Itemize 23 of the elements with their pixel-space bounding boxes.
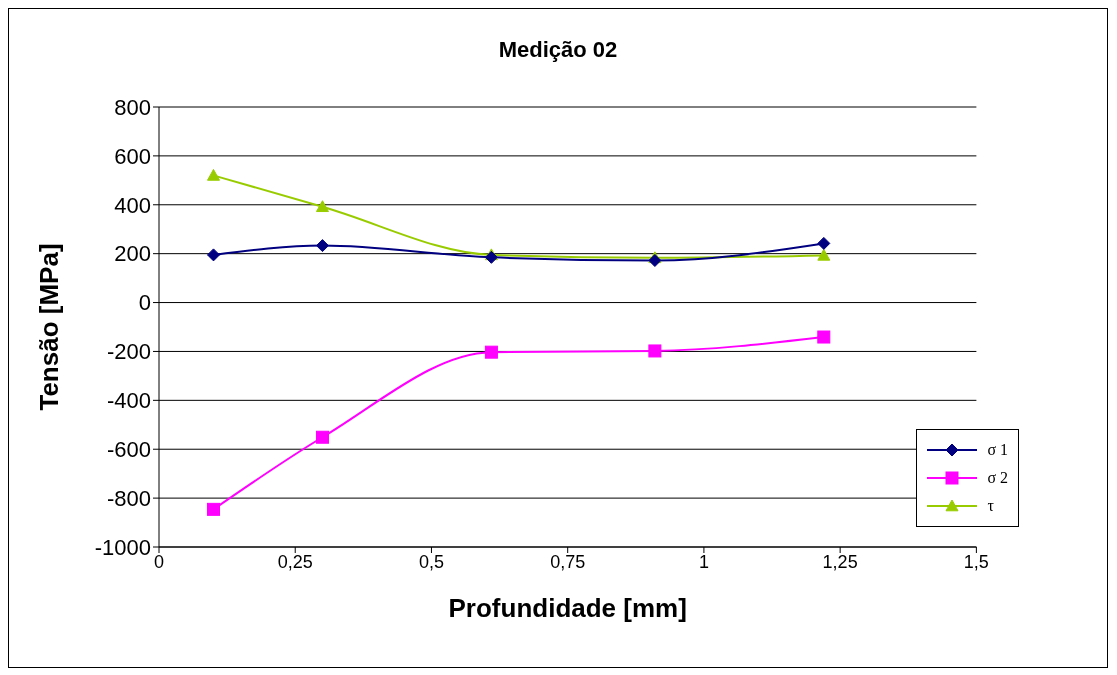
legend-label: σ 2 <box>987 469 1008 487</box>
y-tick-label: 600 <box>114 143 151 169</box>
chart-title: Medição 02 <box>497 37 619 64</box>
x-axis-title: Profundidade [mm] <box>448 593 687 623</box>
y-tick-label: -200 <box>106 339 151 365</box>
y-tick-label: 0 <box>138 290 151 316</box>
x-tick-label: 0,25 <box>277 551 313 572</box>
y-tick-label: -600 <box>106 437 151 463</box>
x-tick-label: 0,75 <box>550 551 586 572</box>
y-tick-label: -1000 <box>94 534 151 560</box>
y-tick-label: -400 <box>106 388 151 414</box>
x-tick-label: 0 <box>153 551 165 572</box>
x-tick-label: 1,5 <box>963 551 989 572</box>
y-tick-label: 200 <box>114 241 151 267</box>
y-tick-label: -800 <box>106 485 151 511</box>
x-tick-label: 1,25 <box>822 551 858 572</box>
y-tick-label: 800 <box>114 94 151 120</box>
x-tick-label: 0,5 <box>418 551 444 572</box>
y-tick-label: 400 <box>114 192 151 218</box>
y-axis-title: Tensão [MPa] <box>34 243 65 411</box>
legend-label: τ <box>987 497 994 515</box>
x-tick-label: 1 <box>698 551 709 572</box>
legend-label: σ 1 <box>987 441 1008 459</box>
